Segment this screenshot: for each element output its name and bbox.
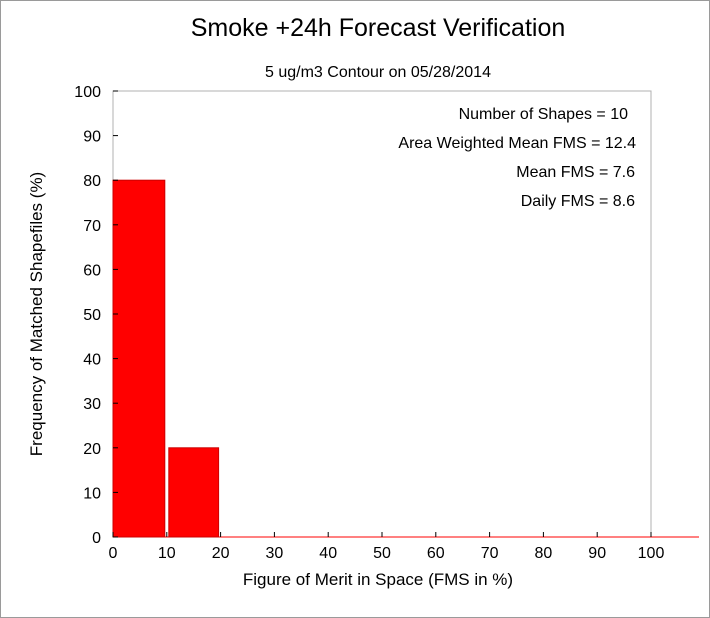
y-tick-label: 0 xyxy=(92,530,101,547)
stats-line: Daily FMS = 8.6 xyxy=(521,193,635,210)
stats-line: Mean FMS = 7.6 xyxy=(516,164,635,181)
histogram-bar xyxy=(112,179,166,538)
chart-title: Smoke +24h Forecast Verification xyxy=(191,14,566,42)
y-tick-label: 50 xyxy=(83,307,101,324)
y-axis-label: Frequency of Matched Shapefiles (%) xyxy=(27,172,46,456)
x-tick-label: 60 xyxy=(427,545,445,562)
y-tick-label: 80 xyxy=(83,173,101,190)
x-tick-label: 20 xyxy=(212,545,230,562)
y-tick-label: 70 xyxy=(83,218,101,235)
x-tick-label: 40 xyxy=(319,545,337,562)
x-tick-label: 70 xyxy=(481,545,499,562)
x-axis-label: Figure of Merit in Space (FMS in %) xyxy=(243,570,513,589)
y-tick-label: 60 xyxy=(83,262,101,279)
x-tick-label: 100 xyxy=(638,545,665,562)
y-tick-label: 20 xyxy=(83,441,101,458)
stats-line: Area Weighted Mean FMS = 12.4 xyxy=(398,135,636,152)
histogram-bar xyxy=(168,447,220,538)
x-tick-label: 80 xyxy=(535,545,553,562)
stats-line: Number of Shapes = 10 xyxy=(459,106,629,123)
y-tick-label: 100 xyxy=(74,84,101,101)
x-tick-label: 10 xyxy=(158,545,176,562)
y-tick-label: 90 xyxy=(83,129,101,146)
y-tick-label: 40 xyxy=(83,352,101,369)
y-tick-label: 30 xyxy=(83,396,101,413)
x-tick-label: 0 xyxy=(109,545,118,562)
x-tick-label: 30 xyxy=(266,545,284,562)
chart-subtitle: 5 ug/m3 Contour on 05/28/2014 xyxy=(265,64,491,81)
x-tick-label: 50 xyxy=(373,545,391,562)
x-tick-label: 90 xyxy=(588,545,606,562)
y-tick-label: 10 xyxy=(83,485,101,502)
